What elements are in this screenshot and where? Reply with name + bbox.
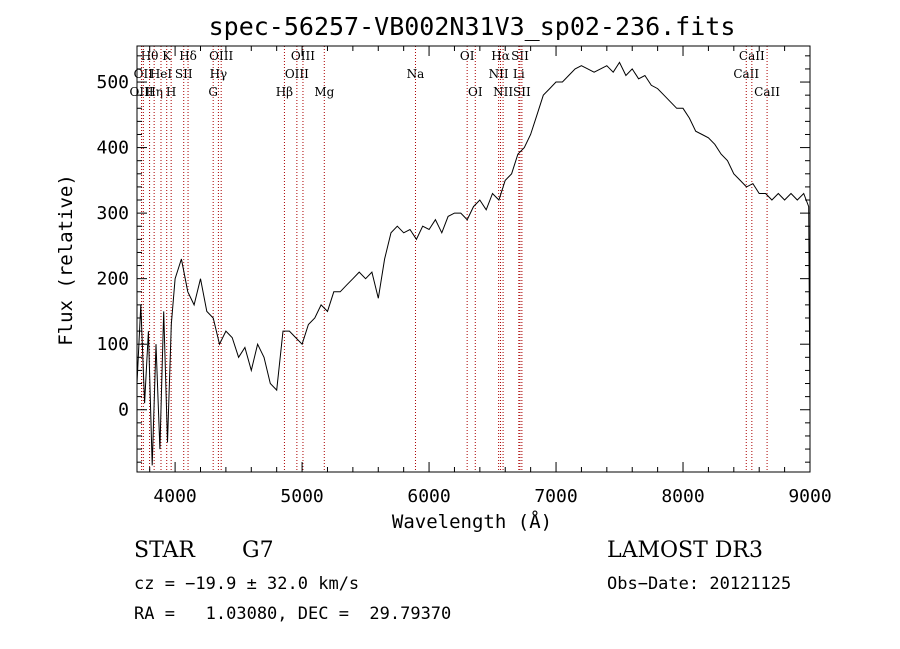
spectral-line-label: CaII	[754, 85, 780, 99]
spectral-line-label: OIII	[130, 85, 154, 99]
y-tick-label: 400	[96, 138, 129, 159]
spectrum-line	[136, 61, 811, 466]
spectral-line-label: OIII	[209, 49, 233, 63]
spectral-line-label: CaII	[733, 67, 759, 81]
spectral-line-label: OIII	[291, 49, 315, 63]
spectral-line-label: CaII	[739, 49, 765, 63]
x-tick-label: 7000	[534, 486, 577, 507]
y-tick-label: 500	[96, 72, 129, 93]
spectral-line-label: K	[162, 49, 172, 63]
x-tick-label: 4000	[153, 486, 196, 507]
spectral-line-label: HeI	[150, 67, 173, 81]
spectral-line-label: Hα	[491, 49, 510, 63]
spectral-line-label: SII	[175, 67, 193, 81]
y-tick-label: 0	[118, 400, 129, 421]
survey-name: LAMOST DR3	[607, 538, 763, 563]
coordinates-readout: RA = 1.03080, DEC = 29.79370	[134, 604, 452, 624]
y-tick-label: 300	[96, 203, 129, 224]
spectral-line-label: Li	[513, 67, 525, 81]
y-axis: 0 100 200 300 400 500	[96, 55, 810, 463]
spectrum-chart: spec-56257-VB002N31V3_sp02-236.fits HθOI…	[55, 12, 832, 533]
x-tick-label: 6000	[407, 486, 450, 507]
spectrum-series	[136, 61, 811, 466]
x-axis-label: Wavelength (Å)	[392, 510, 552, 533]
x-axis: 4000 5000 6000 7000 8000 9000	[149, 46, 832, 507]
object-class: STAR	[134, 538, 195, 563]
spectral-line-label: SII	[511, 49, 529, 63]
spectral-line-label: OI	[460, 49, 475, 63]
spectral-line-label: SII	[513, 85, 531, 99]
object-subclass: G7	[242, 538, 274, 563]
x-tick-label: 5000	[280, 486, 323, 507]
x-tick-label: 8000	[661, 486, 704, 507]
redshift-readout: cz = −19.9 ± 32.0 km/s	[134, 574, 360, 594]
spectral-line-label: OIII	[285, 67, 309, 81]
spectral-line-label: NII	[493, 85, 513, 99]
spectral-line-markers: HθOIIOIIIHηHeIKHSIIHδGHγOIIIHβOIIIOIIIMg…	[130, 46, 780, 472]
chart-title: spec-56257-VB002N31V3_sp02-236.fits	[209, 12, 736, 41]
plot-frame	[136, 45, 811, 473]
spectral-line-label: Hδ	[179, 49, 197, 63]
spectral-line-label: H	[166, 85, 176, 99]
spectral-line-label: Mg	[314, 85, 334, 99]
y-tick-label: 100	[96, 334, 129, 355]
spectral-line-label: OII	[134, 67, 154, 81]
spectral-line-label: Hγ	[210, 67, 228, 81]
spectral-line-label: Na	[407, 67, 425, 81]
spectral-line-label: Hη	[145, 85, 163, 99]
y-axis-label: Flux (relative)	[55, 174, 77, 346]
obs-date: Obs−Date: 20121125	[607, 574, 792, 594]
spectral-line-label: G	[208, 85, 218, 99]
spectral-line-label: NII	[489, 67, 509, 81]
y-tick-label: 200	[96, 269, 129, 290]
spectral-line-label: OI	[468, 85, 483, 99]
x-tick-label: 9000	[788, 486, 831, 507]
spectral-line-label: Hβ	[276, 85, 293, 99]
